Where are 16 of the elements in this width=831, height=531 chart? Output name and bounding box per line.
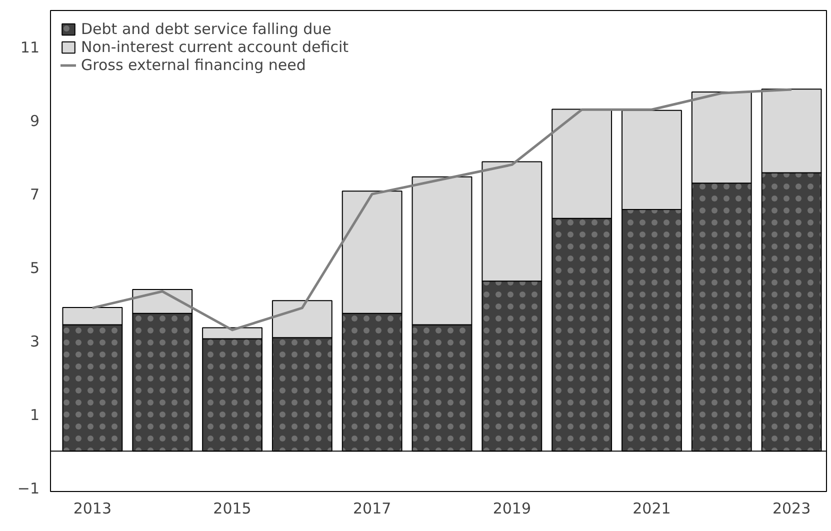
x-tick-label: 2013 xyxy=(73,500,112,518)
y-tick-label: 7 xyxy=(30,186,40,204)
y-tick-label: 5 xyxy=(30,259,40,278)
y-tick-label: 1 xyxy=(30,406,40,424)
legend-label: Gross external financing need xyxy=(81,56,306,74)
y-tick-label: −1 xyxy=(17,479,40,498)
y-tick-label: 11 xyxy=(20,38,40,57)
x-tick-label: 2017 xyxy=(353,500,392,518)
legend-label: Debt and debt service falling due xyxy=(81,20,332,38)
legend-label: Non-interest current account deficit xyxy=(81,38,349,56)
x-tick-label: 2021 xyxy=(632,500,671,518)
x-tick-label: 2015 xyxy=(213,500,252,518)
y-tick-label: 3 xyxy=(30,332,40,350)
x-tick-label: 2019 xyxy=(492,500,532,518)
y-tick-label: 9 xyxy=(30,112,40,130)
x-tick-label: 2023 xyxy=(772,500,811,518)
